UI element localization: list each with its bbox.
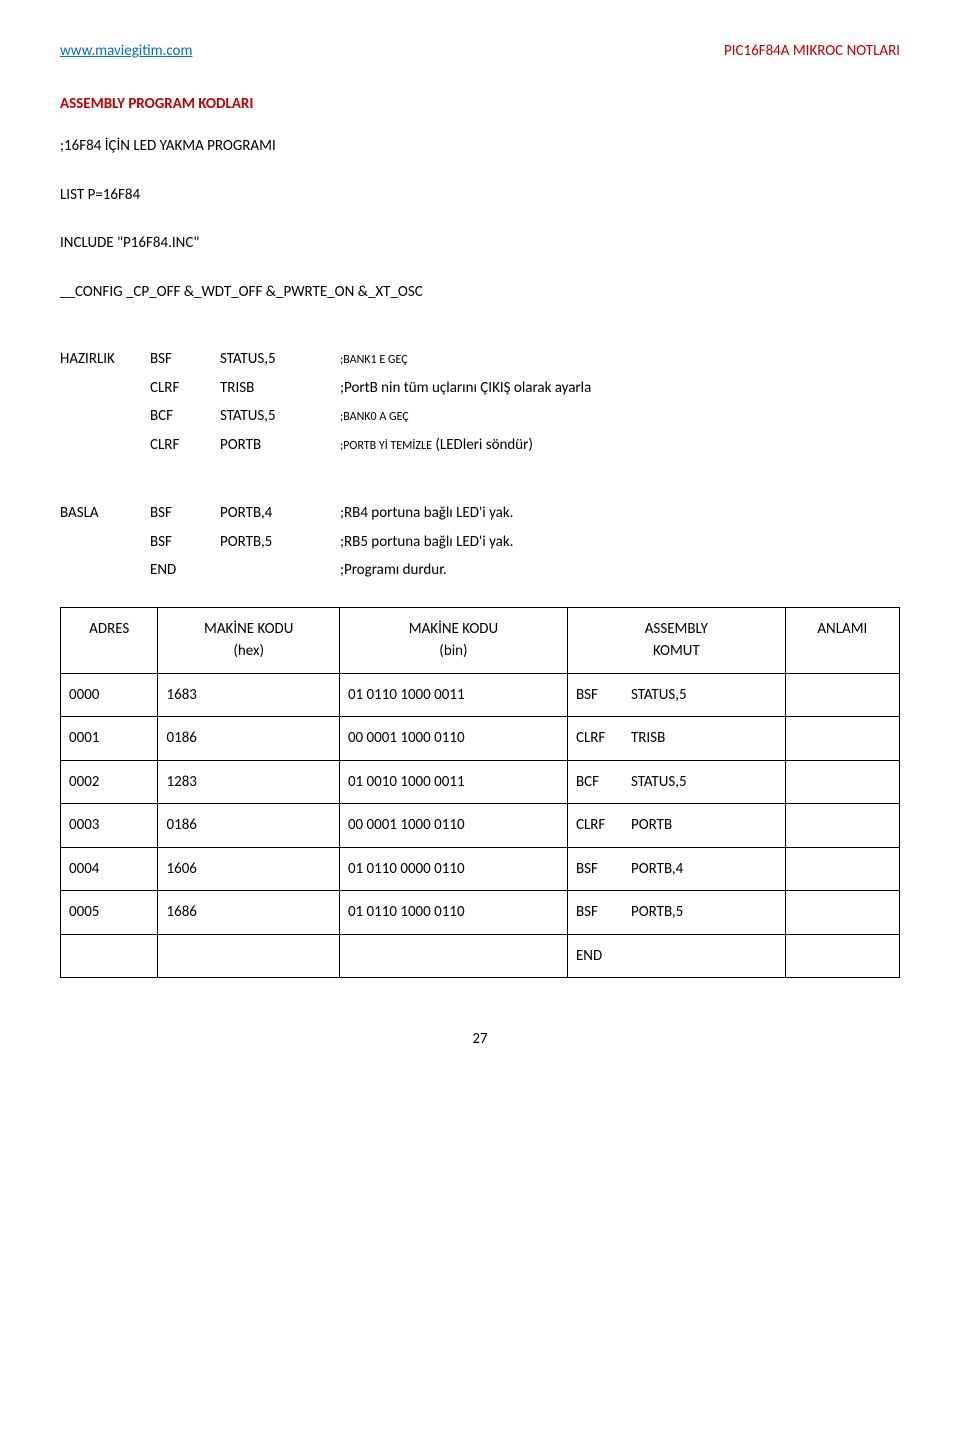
page-header: www.maviegitim.com PIC16F84A MIKROC NOTL… (60, 40, 900, 63)
cell-hex: 1686 (158, 891, 339, 935)
th-hex: MAKİNE KODU (hex) (158, 607, 339, 673)
asm-label: HAZIRLIK (60, 348, 150, 371)
cell-meaning (785, 847, 899, 891)
asm-comment: ;RB5 portuna bağlı LED'i yak. (340, 531, 900, 554)
asm-comment: ;RB4 portuna bağlı LED'i yak. (340, 502, 900, 525)
asm-arg: PORTB,5 (220, 531, 340, 554)
page-number: 27 (60, 1028, 900, 1051)
cell-meaning (785, 717, 899, 761)
asm-op: CLRF (150, 377, 220, 400)
th-bin: MAKİNE KODU (bin) (339, 607, 567, 673)
cell-bin: 00 0001 1000 0110 (339, 717, 567, 761)
intro-line: INCLUDE "P16F84.INC" (60, 232, 900, 255)
cell-addr: 0004 (61, 847, 158, 891)
asm-label (60, 434, 150, 457)
cell-hex: 0186 (158, 717, 339, 761)
cell-hex: 1606 (158, 847, 339, 891)
th-meaning: ANLAMI (785, 607, 899, 673)
intro-line: ;16F84 İÇİN LED YAKMA PROGRAMI (60, 135, 900, 158)
cell-meaning (785, 891, 899, 935)
asm-op: BSF (150, 502, 220, 525)
asm-op: CLRF (150, 434, 220, 457)
cell-meaning (785, 673, 899, 717)
asm-op: END (150, 559, 220, 582)
cell-meaning (785, 760, 899, 804)
asm-row: BASLA BSF PORTB,4 ;RB4 portuna bağlı LED… (60, 502, 900, 525)
asm-arg: PORTB (220, 434, 340, 457)
th-adres: ADRES (61, 607, 158, 673)
cell-bin (339, 934, 567, 978)
asm-arg: STATUS,5 (220, 405, 340, 428)
table-row: 0004 1606 01 0110 0000 0110 BSFPORTB,4 (61, 847, 900, 891)
site-link[interactable]: www.maviegitim.com (60, 40, 192, 63)
asm-label (60, 531, 150, 554)
cell-addr: 0002 (61, 760, 158, 804)
cell-addr: 0000 (61, 673, 158, 717)
cell-addr: 0003 (61, 804, 158, 848)
asm-comment: ;PORTB Yİ TEMİZLE (LEDleri söndür) (340, 434, 900, 457)
asm-label: BASLA (60, 502, 150, 525)
asm-row: BSF PORTB,5 ;RB5 portuna bağlı LED'i yak… (60, 531, 900, 554)
cell-asm: BCFSTATUS,5 (567, 760, 785, 804)
asm-block-2: BASLA BSF PORTB,4 ;RB4 portuna bağlı LED… (60, 502, 900, 582)
opcode-table: ADRES MAKİNE KODU (hex) MAKİNE KODU (bin… (60, 607, 900, 979)
cell-meaning (785, 804, 899, 848)
asm-label (60, 559, 150, 582)
asm-arg: TRISB (220, 377, 340, 400)
table-row: 0002 1283 01 0010 1000 0011 BCFSTATUS,5 (61, 760, 900, 804)
cell-asm: BSFPORTB,5 (567, 891, 785, 935)
asm-comment: ;PortB nin tüm uçlarını ÇIKIŞ olarak aya… (340, 377, 900, 400)
asm-row: CLRF PORTB ;PORTB Yİ TEMİZLE (LEDleri sö… (60, 434, 900, 457)
asm-arg: STATUS,5 (220, 348, 340, 371)
cell-hex: 1683 (158, 673, 339, 717)
table-row: 0003 0186 00 0001 1000 0110 CLRFPORTB (61, 804, 900, 848)
cell-addr: 0001 (61, 717, 158, 761)
asm-arg (220, 559, 340, 582)
table-header-row: ADRES MAKİNE KODU (hex) MAKİNE KODU (bin… (61, 607, 900, 673)
asm-op: BCF (150, 405, 220, 428)
asm-comment: ;BANK0 A GEÇ (340, 405, 900, 428)
cell-asm: CLRFPORTB (567, 804, 785, 848)
cell-hex: 1283 (158, 760, 339, 804)
cell-bin: 00 0001 1000 0110 (339, 804, 567, 848)
cell-asm: BSFPORTB,4 (567, 847, 785, 891)
doc-title: PIC16F84A MIKROC NOTLARI (724, 40, 900, 63)
cell-asm: CLRFTRISB (567, 717, 785, 761)
asm-row: END ;Programı durdur. (60, 559, 900, 582)
asm-op: BSF (150, 531, 220, 554)
cell-addr: 0005 (61, 891, 158, 935)
intro-block: ;16F84 İÇİN LED YAKMA PROGRAMI LIST P=16… (60, 135, 900, 303)
cell-bin: 01 0010 1000 0011 (339, 760, 567, 804)
table-row: END (61, 934, 900, 978)
cell-meaning (785, 934, 899, 978)
cell-bin: 01 0110 0000 0110 (339, 847, 567, 891)
asm-block-1: HAZIRLIK BSF STATUS,5 ;BANK1 E GEÇ CLRF … (60, 348, 900, 456)
cell-bin: 01 0110 1000 0011 (339, 673, 567, 717)
intro-line: __CONFIG _CP_OFF &_WDT_OFF &_PWRTE_ON &_… (60, 281, 900, 304)
asm-row: CLRF TRISB ;PortB nin tüm uçlarını ÇIKIŞ… (60, 377, 900, 400)
table-row: 0001 0186 00 0001 1000 0110 CLRFTRISB (61, 717, 900, 761)
asm-arg: PORTB,4 (220, 502, 340, 525)
cell-bin: 01 0110 1000 0110 (339, 891, 567, 935)
asm-comment: ;Programı durdur. (340, 559, 900, 582)
intro-line: LIST P=16F84 (60, 184, 900, 207)
asm-row: HAZIRLIK BSF STATUS,5 ;BANK1 E GEÇ (60, 348, 900, 371)
asm-row: BCF STATUS,5 ;BANK0 A GEÇ (60, 405, 900, 428)
asm-label (60, 377, 150, 400)
section-title: ASSEMBLY PROGRAM KODLARI (60, 93, 900, 116)
cell-addr (61, 934, 158, 978)
table-row: 0000 1683 01 0110 1000 0011 BSFSTATUS,5 (61, 673, 900, 717)
asm-comment: ;BANK1 E GEÇ (340, 348, 900, 371)
th-asm: ASSEMBLY KOMUT (567, 607, 785, 673)
asm-label (60, 405, 150, 428)
cell-hex: 0186 (158, 804, 339, 848)
asm-op: BSF (150, 348, 220, 371)
cell-asm: END (567, 934, 785, 978)
cell-hex (158, 934, 339, 978)
table-row: 0005 1686 01 0110 1000 0110 BSFPORTB,5 (61, 891, 900, 935)
cell-asm: BSFSTATUS,5 (567, 673, 785, 717)
